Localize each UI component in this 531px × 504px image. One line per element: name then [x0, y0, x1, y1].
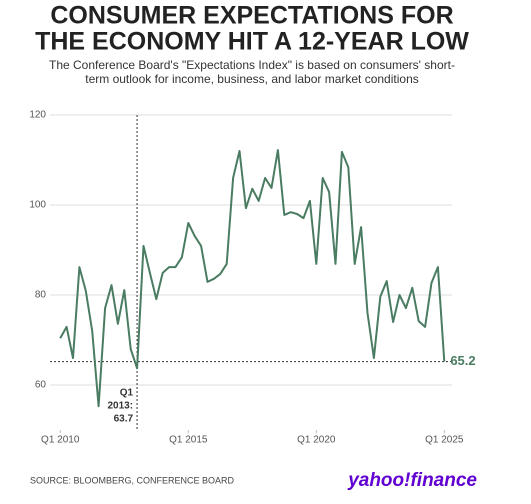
source: SOURCE: BLOOMBERG, CONFERENCE BOARD	[30, 475, 235, 485]
y-tick-label: 60	[35, 380, 47, 391]
annotation: 2013:	[107, 401, 133, 412]
annotation: Q1	[120, 388, 134, 399]
x-tick-label: Q1 2010	[41, 435, 80, 446]
x-tick-label: Q1 2015	[169, 435, 208, 446]
chart-title: CONSUMER EXPECTATIONS FOR	[50, 2, 453, 30]
x-tick-label: Q1 2020	[297, 435, 336, 446]
y-tick-label: 100	[29, 200, 46, 211]
series-line	[59, 149, 446, 408]
y-tick-label: 120	[29, 110, 46, 121]
chart-title: THE ECONOMY HIT A 12-YEAR LOW	[35, 28, 469, 56]
x-tick-label: Q1 2025	[425, 435, 464, 446]
subtitle: term outlook for income, business, and l…	[85, 72, 419, 86]
logo: yahoo!finance	[347, 470, 477, 491]
annotation: 63.7	[114, 414, 134, 425]
end-value-label: 65.2	[450, 353, 475, 368]
y-tick-label: 80	[35, 290, 47, 301]
subtitle: The Conference Board's "Expectations Ind…	[49, 58, 455, 72]
